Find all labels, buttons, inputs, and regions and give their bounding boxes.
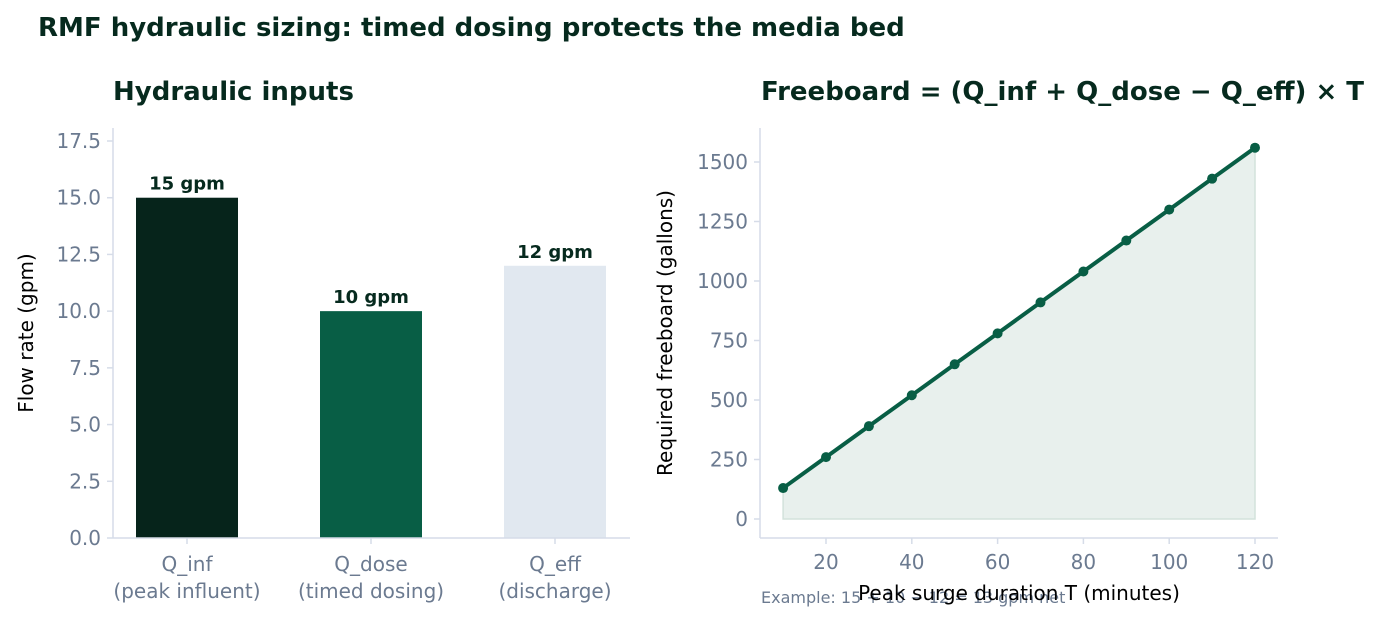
bar-chart-title: Hydraulic inputs — [113, 77, 354, 107]
bar-data-label: 15 gpm — [149, 174, 225, 195]
bar-q-eff — [504, 265, 606, 538]
line-x-tick-label: 20 — [813, 550, 838, 574]
line-data-point — [863, 421, 874, 432]
figure-title: RMF hydraulic sizing: timed dosing prote… — [38, 13, 905, 43]
line-chart-title: Freeboard = (Q_inf + Q_dose − Q_eff) × T — [761, 77, 1364, 107]
line-y-axis-ticks: 0 250 500 750 1000 1250 1500 — [697, 150, 760, 531]
freeboard-line — [781, 146, 1257, 490]
line-data-point — [949, 359, 960, 370]
bar-y-tick-label: 0.0 — [69, 526, 101, 550]
bar-y-tick-label: 15.0 — [56, 186, 101, 210]
bar-x-tick-label: Q_inf — [161, 552, 213, 576]
line-x-axis-ticks: 20 40 60 80 100 120 — [813, 538, 1274, 574]
line-data-point — [1250, 142, 1260, 153]
bar-q-dose — [320, 311, 422, 538]
bar-x-tick-sublabel: (timed dosing) — [298, 579, 444, 603]
bar-y-tick-label: 12.5 — [56, 242, 101, 266]
bar-series — [136, 197, 606, 538]
line-data-point — [992, 328, 1003, 339]
line-area-fill-group — [782, 146, 1256, 520]
line-x-tick-label: 100 — [1150, 550, 1188, 574]
bar-x-tick-sublabel: (discharge) — [498, 579, 611, 603]
line-x-tick-label: 40 — [899, 550, 924, 574]
line-y-tick-label: 1000 — [697, 269, 748, 293]
line-x-tick-label: 120 — [1236, 550, 1274, 574]
line-data-point — [1121, 235, 1132, 246]
bar-y-tick-label: 10.0 — [56, 299, 101, 323]
bar-x-tick-sublabel: (peak influent) — [113, 579, 260, 603]
bar-y-axis-label: Flow rate (gpm) — [14, 253, 38, 412]
line-data-point — [906, 390, 917, 401]
bar-x-axis-ticks: Q_inf (peak influent) Q_dose (timed dosing)… — [113, 538, 612, 603]
line-y-tick-label: 1250 — [697, 210, 748, 234]
line-y-tick-label: 0 — [735, 507, 748, 531]
bar-x-tick-label: Q_eff — [529, 552, 582, 576]
line-x-tick-label: 80 — [1071, 550, 1096, 574]
line-data-point — [1078, 266, 1089, 277]
line-series-group — [781, 146, 1257, 490]
bar-y-axis-ticks: 0.0 2.5 5.0 7.5 10.0 12.5 15.0 17.5 — [56, 129, 113, 550]
line-y-axis-label: Required freeboard (gallons) — [653, 190, 677, 476]
line-data-point — [778, 483, 789, 494]
line-data-point — [821, 452, 831, 463]
line-x-tick-label: 60 — [985, 550, 1010, 574]
bar-data-labels: 15 gpm 10 gpm 12 gpm — [149, 174, 593, 308]
line-data-point — [1164, 204, 1175, 215]
line-y-tick-label: 1500 — [697, 150, 748, 174]
line-y-tick-label: 750 — [710, 329, 748, 353]
bar-q-inf — [136, 197, 238, 538]
bar-chart-panel: Hydraulic inputs 0.0 2.5 5.0 7.5 10.0 12.5 15.… — [14, 77, 630, 603]
bar-y-tick-label: 5.0 — [69, 413, 101, 437]
bar-data-label: 12 gpm — [517, 242, 593, 263]
line-x-axis-label: Peak surge duration T (minutes) — [858, 581, 1180, 605]
line-y-tick-label: 500 — [710, 388, 748, 412]
line-chart-panel: Freeboard = (Q_inf + Q_dose − Q_eff) × T… — [653, 77, 1364, 607]
bar-y-tick-label: 2.5 — [69, 469, 101, 493]
line-data-point — [1207, 173, 1218, 184]
bar-y-tick-label: 7.5 — [69, 356, 101, 380]
bar-y-tick-label: 17.5 — [56, 129, 101, 153]
line-data-point — [1035, 297, 1046, 308]
line-area-fill — [782, 146, 1256, 520]
bar-data-label: 10 gpm — [333, 287, 409, 308]
footnote: Example: 15 + 10 − 12 = 13 gpm net — [761, 588, 1065, 607]
line-points — [778, 142, 1260, 494]
bar-x-tick-label: Q_dose — [334, 552, 407, 576]
line-y-tick-label: 250 — [710, 448, 748, 472]
